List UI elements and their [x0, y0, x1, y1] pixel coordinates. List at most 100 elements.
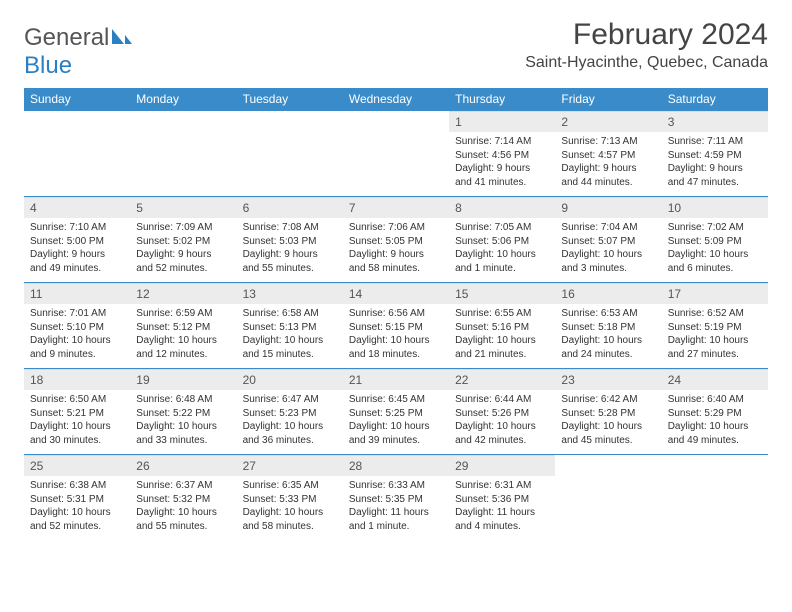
- daylight-text: Daylight: 10 hours: [136, 420, 230, 434]
- daylight-text: Daylight: 10 hours: [668, 248, 762, 262]
- calendar-cell: 18Sunrise: 6:50 AMSunset: 5:21 PMDayligh…: [24, 369, 130, 455]
- sunset-text: Sunset: 5:10 PM: [30, 321, 124, 335]
- sunrise-text: Sunrise: 6:38 AM: [30, 479, 124, 493]
- daylight-text: Daylight: 10 hours: [136, 334, 230, 348]
- col-friday: Friday: [555, 88, 661, 111]
- day-number: 3: [662, 111, 768, 132]
- calendar-row: 1Sunrise: 7:14 AMSunset: 4:56 PMDaylight…: [24, 111, 768, 197]
- sunrise-text: Sunrise: 7:10 AM: [30, 221, 124, 235]
- calendar-cell: 11Sunrise: 7:01 AMSunset: 5:10 PMDayligh…: [24, 283, 130, 369]
- daylight-text: and 9 minutes.: [30, 348, 124, 362]
- sunrise-text: Sunrise: 6:33 AM: [349, 479, 443, 493]
- col-saturday: Saturday: [662, 88, 768, 111]
- daylight-text: Daylight: 10 hours: [30, 506, 124, 520]
- daylight-text: Daylight: 9 hours: [668, 162, 762, 176]
- calendar-cell: [662, 455, 768, 541]
- day-body: Sunrise: 6:58 AMSunset: 5:13 PMDaylight:…: [237, 304, 343, 365]
- sunset-text: Sunset: 5:03 PM: [243, 235, 337, 249]
- daylight-text: and 47 minutes.: [668, 176, 762, 190]
- day-body: Sunrise: 6:55 AMSunset: 5:16 PMDaylight:…: [449, 304, 555, 365]
- calendar-table: Sunday Monday Tuesday Wednesday Thursday…: [24, 88, 768, 541]
- calendar-cell: [24, 111, 130, 197]
- daylight-text: and 44 minutes.: [561, 176, 655, 190]
- sunset-text: Sunset: 5:36 PM: [455, 493, 549, 507]
- day-body: Sunrise: 6:40 AMSunset: 5:29 PMDaylight:…: [662, 390, 768, 451]
- day-number: 23: [555, 369, 661, 390]
- calendar-cell: [555, 455, 661, 541]
- calendar-cell: 10Sunrise: 7:02 AMSunset: 5:09 PMDayligh…: [662, 197, 768, 283]
- daylight-text: and 52 minutes.: [30, 520, 124, 534]
- day-number: 26: [130, 455, 236, 476]
- calendar-cell: [343, 111, 449, 197]
- daylight-text: Daylight: 9 hours: [455, 162, 549, 176]
- day-number: 22: [449, 369, 555, 390]
- sunset-text: Sunset: 5:29 PM: [668, 407, 762, 421]
- sunrise-text: Sunrise: 6:44 AM: [455, 393, 549, 407]
- day-number: 1: [449, 111, 555, 132]
- day-number: 10: [662, 197, 768, 218]
- header: General Blue February 2024 Saint-Hyacint…: [24, 18, 768, 80]
- calendar-cell: 6Sunrise: 7:08 AMSunset: 5:03 PMDaylight…: [237, 197, 343, 283]
- day-number: 14: [343, 283, 449, 304]
- col-wednesday: Wednesday: [343, 88, 449, 111]
- day-body: Sunrise: 6:33 AMSunset: 5:35 PMDaylight:…: [343, 476, 449, 537]
- day-number: 5: [130, 197, 236, 218]
- day-body: Sunrise: 7:05 AMSunset: 5:06 PMDaylight:…: [449, 218, 555, 279]
- sunset-text: Sunset: 5:13 PM: [243, 321, 337, 335]
- day-body: Sunrise: 6:56 AMSunset: 5:15 PMDaylight:…: [343, 304, 449, 365]
- day-number: 19: [130, 369, 236, 390]
- calendar-row: 11Sunrise: 7:01 AMSunset: 5:10 PMDayligh…: [24, 283, 768, 369]
- daylight-text: Daylight: 9 hours: [30, 248, 124, 262]
- calendar-cell: 2Sunrise: 7:13 AMSunset: 4:57 PMDaylight…: [555, 111, 661, 197]
- sunset-text: Sunset: 4:57 PM: [561, 149, 655, 163]
- calendar-cell: 29Sunrise: 6:31 AMSunset: 5:36 PMDayligh…: [449, 455, 555, 541]
- sunrise-text: Sunrise: 6:37 AM: [136, 479, 230, 493]
- sunrise-text: Sunrise: 6:50 AM: [30, 393, 124, 407]
- daylight-text: and 36 minutes.: [243, 434, 337, 448]
- day-body: Sunrise: 7:04 AMSunset: 5:07 PMDaylight:…: [555, 218, 661, 279]
- sunrise-text: Sunrise: 7:09 AM: [136, 221, 230, 235]
- daylight-text: Daylight: 10 hours: [243, 506, 337, 520]
- daylight-text: and 6 minutes.: [668, 262, 762, 276]
- sunset-text: Sunset: 5:19 PM: [668, 321, 762, 335]
- calendar-cell: 16Sunrise: 6:53 AMSunset: 5:18 PMDayligh…: [555, 283, 661, 369]
- page-title: February 2024: [525, 18, 768, 52]
- sunset-text: Sunset: 5:00 PM: [30, 235, 124, 249]
- weekday-header-row: Sunday Monday Tuesday Wednesday Thursday…: [24, 88, 768, 111]
- daylight-text: Daylight: 10 hours: [243, 420, 337, 434]
- sunrise-text: Sunrise: 6:59 AM: [136, 307, 230, 321]
- calendar-row: 25Sunrise: 6:38 AMSunset: 5:31 PMDayligh…: [24, 455, 768, 541]
- logo: General Blue: [24, 24, 133, 80]
- calendar-cell: 3Sunrise: 7:11 AMSunset: 4:59 PMDaylight…: [662, 111, 768, 197]
- sunset-text: Sunset: 5:18 PM: [561, 321, 655, 335]
- calendar-cell: 20Sunrise: 6:47 AMSunset: 5:23 PMDayligh…: [237, 369, 343, 455]
- day-body: Sunrise: 6:31 AMSunset: 5:36 PMDaylight:…: [449, 476, 555, 537]
- day-body: Sunrise: 6:35 AMSunset: 5:33 PMDaylight:…: [237, 476, 343, 537]
- daylight-text: Daylight: 10 hours: [349, 334, 443, 348]
- sunset-text: Sunset: 5:12 PM: [136, 321, 230, 335]
- sunset-text: Sunset: 5:05 PM: [349, 235, 443, 249]
- sunset-text: Sunset: 5:21 PM: [30, 407, 124, 421]
- daylight-text: Daylight: 9 hours: [243, 248, 337, 262]
- sunrise-text: Sunrise: 6:45 AM: [349, 393, 443, 407]
- sunset-text: Sunset: 5:16 PM: [455, 321, 549, 335]
- daylight-text: Daylight: 10 hours: [561, 420, 655, 434]
- sunrise-text: Sunrise: 7:14 AM: [455, 135, 549, 149]
- day-body: Sunrise: 6:38 AMSunset: 5:31 PMDaylight:…: [24, 476, 130, 537]
- calendar-cell: 27Sunrise: 6:35 AMSunset: 5:33 PMDayligh…: [237, 455, 343, 541]
- calendar-cell: [130, 111, 236, 197]
- calendar-cell: 14Sunrise: 6:56 AMSunset: 5:15 PMDayligh…: [343, 283, 449, 369]
- sunrise-text: Sunrise: 6:58 AM: [243, 307, 337, 321]
- calendar-cell: 9Sunrise: 7:04 AMSunset: 5:07 PMDaylight…: [555, 197, 661, 283]
- day-number: 2: [555, 111, 661, 132]
- day-body: Sunrise: 7:01 AMSunset: 5:10 PMDaylight:…: [24, 304, 130, 365]
- daylight-text: Daylight: 11 hours: [349, 506, 443, 520]
- daylight-text: and 55 minutes.: [243, 262, 337, 276]
- day-body: Sunrise: 7:14 AMSunset: 4:56 PMDaylight:…: [449, 132, 555, 193]
- sunset-text: Sunset: 5:09 PM: [668, 235, 762, 249]
- day-number: 17: [662, 283, 768, 304]
- calendar-cell: [237, 111, 343, 197]
- day-number: 12: [130, 283, 236, 304]
- day-number: 16: [555, 283, 661, 304]
- sunset-text: Sunset: 5:06 PM: [455, 235, 549, 249]
